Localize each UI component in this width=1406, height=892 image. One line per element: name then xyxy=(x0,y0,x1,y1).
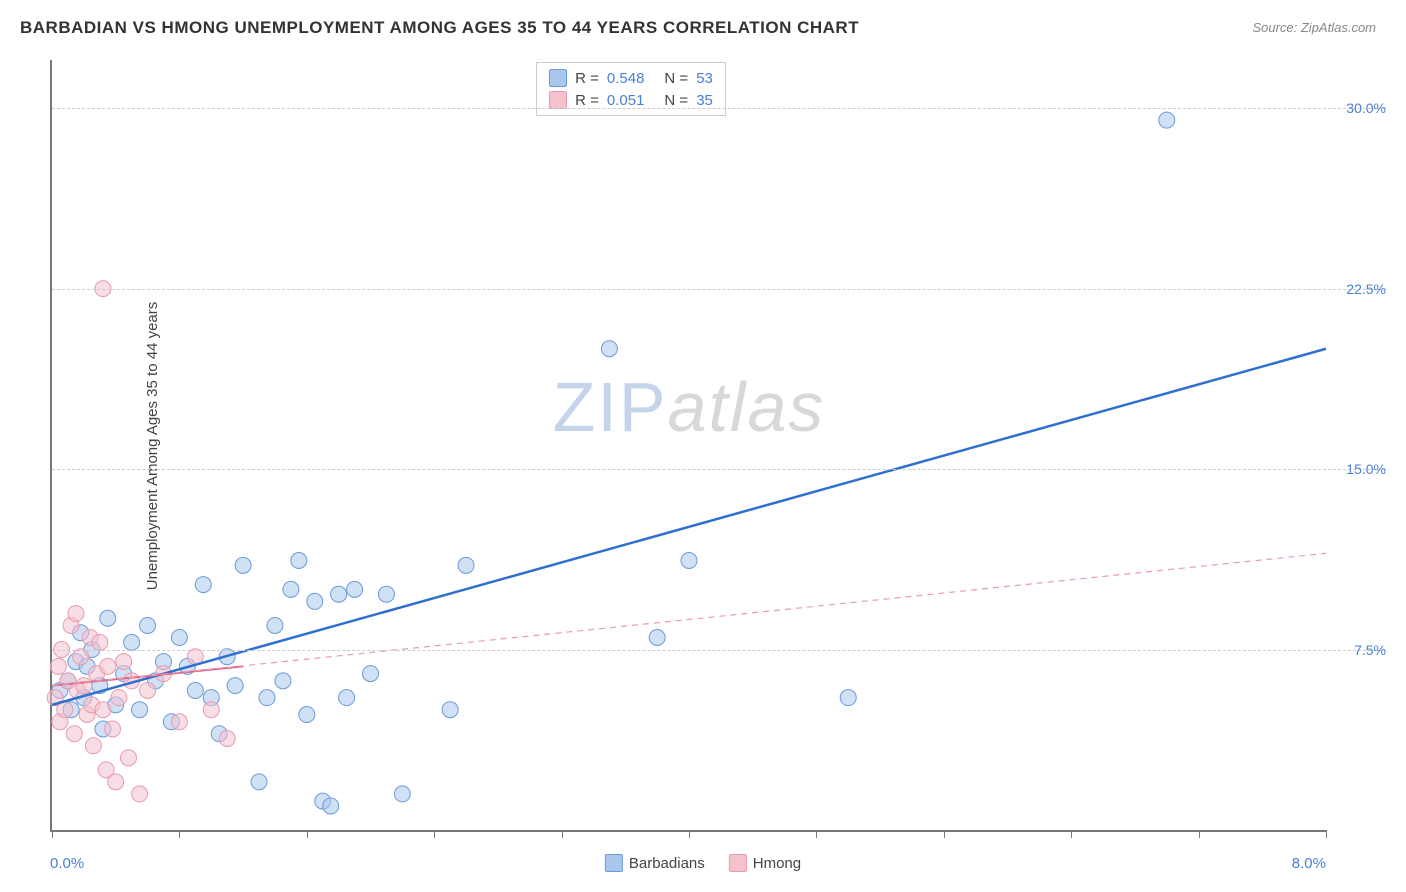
x-tick xyxy=(179,830,180,838)
chart-source: Source: ZipAtlas.com xyxy=(1252,20,1376,35)
x-tick xyxy=(1199,830,1200,838)
scatter-point-barbadians xyxy=(601,341,617,357)
scatter-point-barbadians xyxy=(100,610,116,626)
scatter-point-barbadians xyxy=(227,678,243,694)
n-label: N = xyxy=(664,70,688,87)
scatter-point-barbadians xyxy=(171,630,187,646)
scatter-point-hmong xyxy=(105,721,121,737)
scatter-point-barbadians xyxy=(442,702,458,718)
scatter-point-barbadians xyxy=(299,707,315,723)
scatter-point-hmong xyxy=(203,702,219,718)
scatter-point-barbadians xyxy=(1159,112,1175,128)
scatter-point-barbadians xyxy=(283,581,299,597)
x-axis-min-label: 0.0% xyxy=(50,855,84,872)
y-tick-label: 15.0% xyxy=(1346,461,1386,477)
scatter-point-barbadians xyxy=(195,577,211,593)
gridline xyxy=(52,108,1386,109)
scatter-point-barbadians xyxy=(187,682,203,698)
scatter-point-hmong xyxy=(140,682,156,698)
scatter-point-barbadians xyxy=(291,553,307,569)
x-tick xyxy=(1071,830,1072,838)
y-tick-label: 30.0% xyxy=(1346,100,1386,116)
scatter-point-barbadians xyxy=(307,593,323,609)
x-tick xyxy=(816,830,817,838)
chart-title: BARBADIAN VS HMONG UNEMPLOYMENT AMONG AG… xyxy=(20,18,1386,38)
scatter-point-barbadians xyxy=(378,586,394,602)
scatter-point-barbadians xyxy=(275,673,291,689)
legend-label: Barbadians xyxy=(629,855,705,872)
scatter-point-barbadians xyxy=(267,617,283,633)
plot-area: ZIPatlas R =0.548N =53R =0.051N =35 7.5%… xyxy=(50,60,1326,832)
legend-swatch xyxy=(605,854,623,872)
scatter-point-hmong xyxy=(132,786,148,802)
gridline xyxy=(52,469,1386,470)
legend-swatch xyxy=(549,91,567,109)
scatter-point-barbadians xyxy=(347,581,363,597)
scatter-point-hmong xyxy=(68,605,84,621)
scatter-point-barbadians xyxy=(323,798,339,814)
y-tick-label: 22.5% xyxy=(1346,281,1386,297)
scatter-point-barbadians xyxy=(339,690,355,706)
legend-swatch xyxy=(729,854,747,872)
scatter-point-barbadians xyxy=(363,666,379,682)
scatter-point-barbadians xyxy=(132,702,148,718)
gridline xyxy=(52,650,1386,651)
scatter-point-barbadians xyxy=(140,617,156,633)
n-label: N = xyxy=(664,92,688,109)
scatter-point-hmong xyxy=(95,702,111,718)
scatter-point-barbadians xyxy=(331,586,347,602)
x-tick xyxy=(689,830,690,838)
legend-item: Hmong xyxy=(729,854,801,872)
scatter-point-barbadians xyxy=(124,634,140,650)
r-value: 0.051 xyxy=(607,92,645,109)
x-tick xyxy=(1326,830,1327,838)
x-tick xyxy=(434,830,435,838)
scatter-point-barbadians xyxy=(251,774,267,790)
scatter-point-barbadians xyxy=(394,786,410,802)
scatter-point-barbadians xyxy=(649,630,665,646)
x-tick xyxy=(944,830,945,838)
n-value: 35 xyxy=(696,92,713,109)
legend-swatch xyxy=(549,69,567,87)
scatter-point-hmong xyxy=(85,738,101,754)
legend-label: Hmong xyxy=(753,855,801,872)
scatter-point-barbadians xyxy=(235,557,251,573)
scatter-point-hmong xyxy=(116,654,132,670)
chart-svg xyxy=(52,60,1326,830)
n-value: 53 xyxy=(696,70,713,87)
scatter-point-barbadians xyxy=(681,553,697,569)
scatter-point-hmong xyxy=(76,678,92,694)
gridline xyxy=(52,289,1386,290)
scatter-point-barbadians xyxy=(259,690,275,706)
scatter-point-barbadians xyxy=(840,690,856,706)
scatter-point-hmong xyxy=(92,634,108,650)
x-tick xyxy=(307,830,308,838)
scatter-point-barbadians xyxy=(458,557,474,573)
x-tick xyxy=(562,830,563,838)
scatter-point-hmong xyxy=(66,726,82,742)
y-tick-label: 7.5% xyxy=(1354,642,1386,658)
chart-header: BARBADIAN VS HMONG UNEMPLOYMENT AMONG AG… xyxy=(20,18,1386,46)
r-value: 0.548 xyxy=(607,70,645,87)
regression-line-barbadians xyxy=(52,349,1326,705)
scatter-point-hmong xyxy=(120,750,136,766)
x-tick xyxy=(52,830,53,838)
legend-item: Barbadians xyxy=(605,854,705,872)
scatter-point-hmong xyxy=(108,774,124,790)
scatter-point-hmong xyxy=(111,690,127,706)
r-label: R = xyxy=(575,92,599,109)
r-label: R = xyxy=(575,70,599,87)
scatter-point-hmong xyxy=(219,731,235,747)
scatter-point-hmong xyxy=(73,649,89,665)
series-legend: Barbadians Hmong xyxy=(605,854,801,872)
x-axis-max-label: 8.0% xyxy=(1292,855,1326,872)
scatter-point-hmong xyxy=(100,658,116,674)
scatter-point-hmong xyxy=(171,714,187,730)
correlation-legend-row: R = 0.548 N = 53 xyxy=(549,67,713,89)
scatter-point-hmong xyxy=(50,658,66,674)
